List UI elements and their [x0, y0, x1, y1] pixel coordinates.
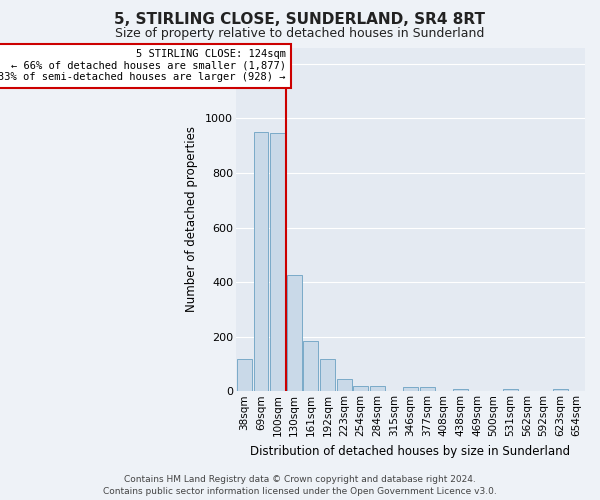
Bar	[403, 387, 418, 392]
Bar	[503, 388, 518, 392]
Bar	[287, 276, 302, 392]
Text: Size of property relative to detached houses in Sunderland: Size of property relative to detached ho…	[115, 28, 485, 40]
Bar	[270, 134, 285, 392]
Bar	[304, 341, 319, 392]
Bar	[553, 388, 568, 392]
Bar	[419, 387, 434, 392]
Text: 5, STIRLING CLOSE, SUNDERLAND, SR4 8RT: 5, STIRLING CLOSE, SUNDERLAND, SR4 8RT	[115, 12, 485, 28]
Bar	[370, 386, 385, 392]
Bar	[453, 388, 468, 392]
X-axis label: Distribution of detached houses by size in Sunderland: Distribution of detached houses by size …	[250, 444, 571, 458]
Bar	[337, 379, 352, 392]
Bar	[254, 132, 268, 392]
Bar	[320, 358, 335, 392]
Y-axis label: Number of detached properties: Number of detached properties	[185, 126, 198, 312]
Bar	[237, 358, 252, 392]
Text: 5 STIRLING CLOSE: 124sqm
← 66% of detached houses are smaller (1,877)
33% of sem: 5 STIRLING CLOSE: 124sqm ← 66% of detach…	[0, 49, 286, 82]
Text: Contains HM Land Registry data © Crown copyright and database right 2024.
Contai: Contains HM Land Registry data © Crown c…	[103, 474, 497, 496]
Bar	[353, 386, 368, 392]
